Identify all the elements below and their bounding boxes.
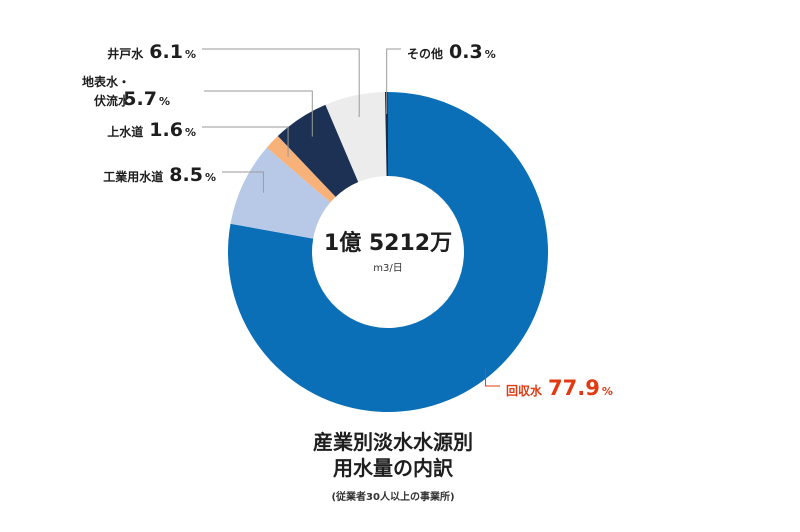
label-unit: % <box>485 48 496 61</box>
total-value: 1億 5212万 <box>324 230 452 256</box>
label-unit: % <box>185 48 196 61</box>
leader-地表水伏流水 <box>204 90 313 137</box>
leader-上水道 <box>202 126 289 157</box>
leader-井戸水 <box>202 48 360 118</box>
slice-上水道 <box>266 135 336 203</box>
label-unit: % <box>602 385 613 398</box>
label-地表水伏流水: 地表水・伏流水5.7% <box>82 74 170 110</box>
leader-回収水 <box>485 368 500 387</box>
label-工業用水道: 工業用水道 8.5% <box>103 164 216 186</box>
total-unit: m3/日 <box>373 263 402 274</box>
label-category-line: 伏流水 <box>94 93 131 108</box>
slice-井戸水 <box>325 92 387 183</box>
label-回収水: 回収水 77.9% <box>506 376 613 400</box>
label-value: 77.9 <box>548 376 600 400</box>
label-unit: % <box>205 171 216 184</box>
label-category-line: 地表水・ <box>82 74 130 89</box>
leader-その他 <box>386 48 401 115</box>
label-value: 8.5 <box>169 164 203 186</box>
label-value: 5.7 <box>123 88 157 110</box>
label-上水道: 上水道 1.6% <box>107 119 196 141</box>
chart-title-line-1: 産業別淡水水源別 <box>313 430 473 454</box>
label-category: 井戸水 <box>107 46 144 61</box>
label-category: 上水道 <box>107 124 143 139</box>
slice-地表水伏流水 <box>277 104 359 197</box>
slice-工業用水道 <box>230 147 331 239</box>
label-unit: % <box>159 95 170 108</box>
label-category: その他 <box>407 46 443 61</box>
slice-labels: 回収水 77.9 %工業用水道 8.5 %上水道 1.6 %地表水・伏流水5.7 %井戸水 6.… <box>82 41 613 400</box>
chart-title-line-2: 用水量の内訳 <box>333 456 454 480</box>
label-井戸水: 井戸水 6.1% <box>107 41 196 63</box>
slice-その他 <box>384 92 388 177</box>
label-category: 回収水 <box>506 383 543 398</box>
label-value: 0.3 <box>449 41 483 63</box>
label-value: 1.6 <box>149 119 183 141</box>
label-その他: その他 0.3% <box>407 41 496 63</box>
label-category: 工業用水道 <box>103 169 163 184</box>
slice-回収水 <box>228 92 548 412</box>
chart-subtitle: (従業者30人以上の事業所) <box>331 490 454 503</box>
leader-lines <box>202 48 500 387</box>
label-unit: % <box>185 126 196 139</box>
slices-layer <box>228 92 548 412</box>
label-value: 6.1 <box>149 41 183 63</box>
leader-工業用水道 <box>222 171 264 193</box>
